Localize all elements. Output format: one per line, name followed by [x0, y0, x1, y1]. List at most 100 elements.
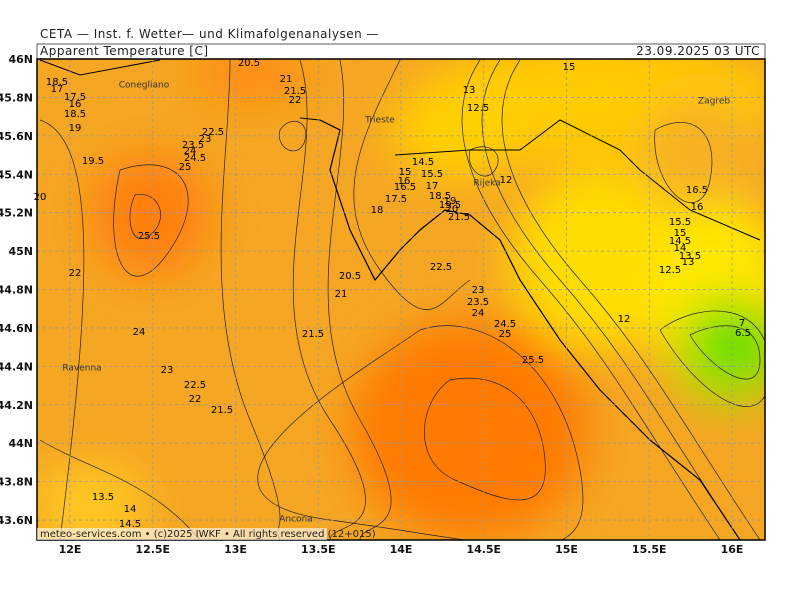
lat-label: 43.6N — [0, 514, 33, 527]
contour-label: 20 — [446, 204, 459, 215]
contour-label: 21.5 — [448, 212, 470, 223]
lat-label: 45.4N — [0, 168, 33, 181]
lat-label: 44N — [8, 437, 33, 450]
lat-label: 44.4N — [0, 360, 33, 373]
contour-label: 17 — [51, 84, 64, 95]
lon-label: 13E — [224, 543, 247, 556]
contour-label: 13 — [682, 257, 695, 268]
contour-label: 18.5 — [429, 191, 451, 202]
contour-label: 22.5 — [184, 380, 206, 391]
valid-time: 23.09.2025 03 UTC — [636, 44, 760, 58]
contour-label: 14.5 — [119, 519, 141, 530]
lon-label: 15E — [555, 543, 578, 556]
place-name: Trieste — [364, 116, 395, 126]
place-name: Rijeka — [473, 179, 500, 189]
contour-label: 19.5 — [439, 200, 461, 211]
contour-label: 12.5 — [659, 265, 681, 276]
contour-label: 22.5 — [430, 262, 452, 273]
footer: meteo-services.com • (c)2025 IWKF • All … — [40, 529, 376, 540]
contour-label: 25.5 — [522, 355, 544, 366]
contour-label: 13 — [463, 85, 476, 96]
contour-label: 23.5 — [182, 140, 204, 151]
lon-label: 14E — [390, 543, 413, 556]
contour-label: 17 — [426, 181, 439, 192]
contour-label: 17.5 — [385, 194, 407, 205]
contour-label: 24.5 — [184, 153, 206, 164]
place-name: Zagreb — [698, 97, 730, 107]
footer-bg — [37, 528, 327, 540]
contour-label: 7 — [739, 318, 745, 329]
lat-label: 46N — [8, 53, 33, 66]
lon-label: 15.5E — [632, 543, 667, 556]
contour-label: 20.5 — [339, 271, 361, 282]
contour-label: 24 — [472, 308, 485, 319]
contour-label: 24 — [133, 327, 146, 338]
lon-label: 13.5E — [301, 543, 336, 556]
contour-label: 21 — [335, 289, 348, 300]
lat-label: 45.8N — [0, 91, 33, 104]
contour-label: 18.5 — [64, 109, 86, 120]
contour-label: 22 — [69, 268, 82, 279]
contour-label: 15 — [674, 228, 687, 239]
contour-label: 12 — [618, 314, 631, 325]
contour-label: 16 — [398, 176, 411, 187]
place-name: Ancona — [279, 515, 313, 525]
contour-label: 20 — [34, 192, 47, 203]
contour-label: 14 — [124, 504, 137, 515]
contour-label: 25 — [179, 162, 192, 173]
contour-label: 14 — [674, 243, 687, 254]
lat-label: 44.8N — [0, 284, 33, 297]
lat-label: 44.2N — [0, 399, 33, 412]
contour-label: 16.5 — [686, 185, 708, 196]
contour-label: 24 — [184, 146, 197, 157]
contour-label: 24.5 — [494, 319, 516, 330]
contour-label: 23 — [199, 134, 212, 145]
contour-label: 25 — [499, 329, 512, 340]
borders — [39, 59, 761, 241]
contour-label: 13.5 — [92, 492, 114, 503]
contour-label: 16 — [69, 99, 82, 110]
map-title: Apparent Temperature [C] — [40, 44, 209, 58]
lat-label: 45.6N — [0, 130, 33, 143]
header: CETA — Inst. f. Wetter— und Klimafolgena… — [40, 27, 379, 41]
lat-label: 43.8N — [0, 476, 33, 489]
lon-label: 14.5E — [466, 543, 501, 556]
contour-label: 21 — [280, 74, 293, 85]
contour-lines — [39, 59, 765, 540]
contour-label: 16.5 — [394, 182, 416, 193]
contour-label: 19.5 — [82, 156, 104, 167]
contour-label: 14.5 — [412, 157, 434, 168]
contour-label: 19 — [444, 196, 457, 207]
contour-label: 15 — [399, 167, 412, 178]
contour-label: 20.5 — [238, 58, 260, 69]
contour-label: 12.5 — [467, 103, 489, 114]
map-frame — [36, 58, 766, 541]
lat-label: 45N — [8, 245, 33, 258]
lat-label: 45.2N — [0, 207, 33, 220]
lon-label: 16E — [721, 543, 744, 556]
lat-label: 44.6N — [0, 322, 33, 335]
map-field — [37, 59, 765, 540]
contour-label: 19 — [69, 123, 82, 134]
contour-label: 22 — [289, 95, 302, 106]
contour-label: 23.5 — [467, 297, 489, 308]
contour-label: 22.5 — [202, 127, 224, 138]
contour-label: 18 — [371, 205, 384, 216]
contour-label: 21.5 — [302, 329, 324, 340]
contour-label: 15.5 — [421, 169, 443, 180]
lon-label: 12E — [59, 543, 82, 556]
contour-label: 15.5 — [669, 217, 691, 228]
contour-label: 13.5 — [679, 251, 701, 262]
place-name: Conegliano — [119, 81, 170, 91]
contour-label: 25.5 — [138, 231, 160, 242]
lon-label: 12.5E — [135, 543, 170, 556]
contour-label: 15 — [563, 62, 576, 73]
contour-label: 23 — [472, 285, 485, 296]
contour-label: 12 — [500, 175, 513, 186]
contour-label: 17.5 — [64, 92, 86, 103]
contour-label: 21.5 — [211, 405, 233, 416]
contour-label: 23 — [161, 365, 174, 376]
contour-label: 6.5 — [735, 328, 751, 339]
contour-label: 18.5 — [46, 77, 68, 88]
